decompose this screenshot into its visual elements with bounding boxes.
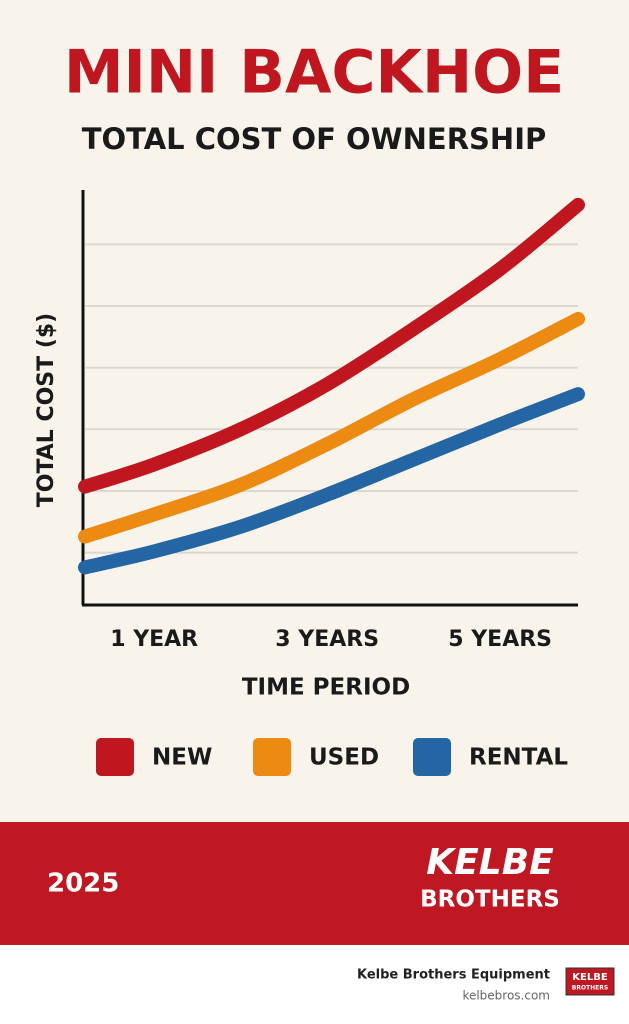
banner — [0, 822, 629, 945]
series-line — [78, 197, 585, 494]
legend-label: RENTAL — [469, 745, 568, 771]
y-axis-label: TOTAL COST ($) — [34, 313, 59, 508]
series-line — [78, 387, 585, 575]
chart-subtitle: TOTAL COST OF OWNERSHIP — [82, 122, 547, 156]
x-axis-label: TIME PERIOD — [242, 675, 410, 701]
series-line — [78, 311, 585, 544]
x-tick-label: 1 YEAR — [110, 627, 198, 652]
chart-title: MINI BACKHOE — [64, 38, 564, 108]
footer-url: kelbebros.com — [462, 989, 550, 1003]
brand-line1: KELBE — [426, 842, 554, 883]
banner-year: 2025 — [47, 869, 119, 899]
legend-swatch — [413, 738, 451, 776]
footer-logo — [565, 967, 615, 996]
plot: 1 YEAR 3 YEARS 5 YEARS — [78, 190, 585, 652]
footer-logo-line1: KELBE — [572, 972, 608, 983]
legend-swatch — [96, 738, 134, 776]
legend-label: NEW — [152, 745, 212, 771]
x-tick-label: 5 YEARS — [448, 627, 552, 652]
legend: NEW USED RENTAL — [96, 738, 568, 776]
footer-logo-line2: BROTHERS — [572, 985, 608, 992]
legend-swatch — [253, 738, 291, 776]
footer-company: Kelbe Brothers Equipment — [357, 968, 550, 983]
legend-label: USED — [309, 745, 379, 771]
x-tick-label: 3 YEARS — [275, 627, 379, 652]
brand-line2: BROTHERS — [420, 887, 560, 913]
